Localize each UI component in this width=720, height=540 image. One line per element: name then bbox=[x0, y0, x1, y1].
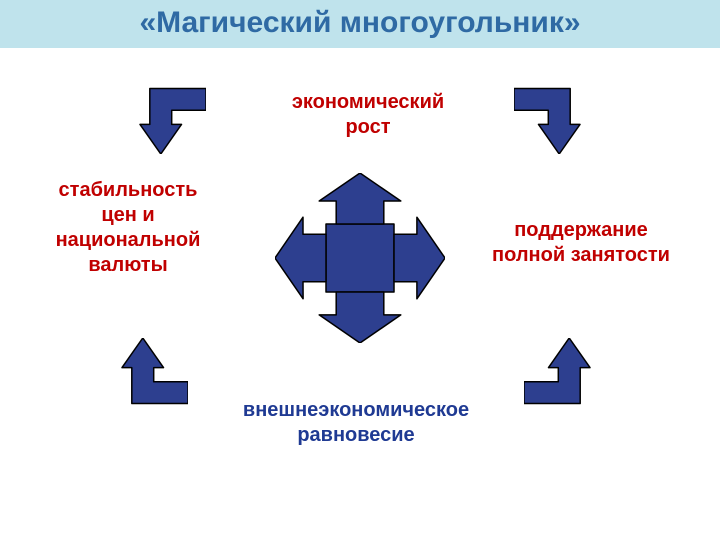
label-economic-growth: экономический рост bbox=[268, 90, 468, 140]
label-price-stability: стабильность цен и национальной валюты bbox=[38, 178, 218, 278]
center-cross-arrows bbox=[275, 173, 445, 343]
corner-arrow-bottom-right bbox=[524, 338, 602, 416]
corner-arrow-bottom-left bbox=[110, 338, 188, 416]
page-title: «Магический многоугольник» bbox=[139, 6, 580, 39]
corner-arrow-top-right bbox=[514, 76, 592, 154]
corner-arrow-top-left bbox=[128, 76, 206, 154]
diagram-stage: экономический рост стабильность цен и на… bbox=[0, 48, 720, 538]
label-external-equilibrium: внешнеэкономическое равновесие bbox=[196, 398, 516, 448]
title-bar: «Магический многоугольник» bbox=[0, 0, 720, 48]
label-full-employment: поддержание полной занятости bbox=[456, 218, 706, 268]
